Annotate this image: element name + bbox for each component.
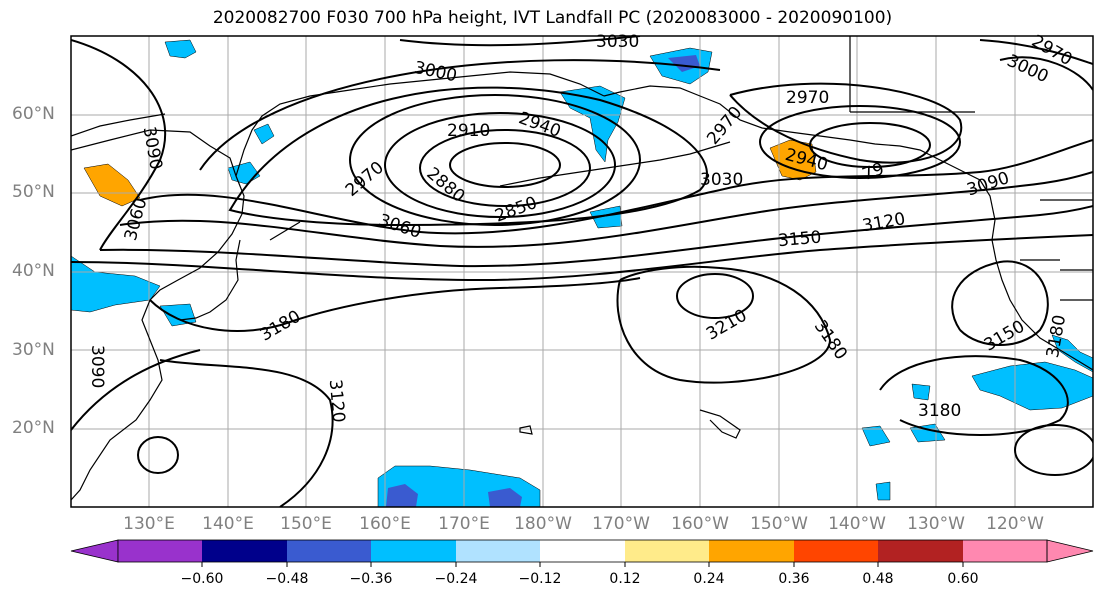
contour-label: 2970 — [703, 103, 746, 149]
ivt-shading — [71, 39, 1093, 507]
colorbar-tick: 0.12 — [609, 571, 641, 587]
colorbar-tick: −0.48 — [265, 571, 309, 587]
colorbar-tick: −0.36 — [349, 571, 393, 587]
colorbar-bin — [118, 540, 202, 562]
graticule — [71, 36, 1093, 507]
contour-label: 3180 — [257, 307, 304, 346]
colorbar-tick: 0.48 — [862, 571, 894, 587]
lon-label: 120°W — [986, 514, 1044, 534]
lon-label: 180°W — [514, 514, 572, 534]
colorbar-tick: 0.60 — [947, 571, 979, 587]
contour-label: 2970 — [786, 88, 829, 108]
colorbar-bin — [371, 540, 456, 562]
map-frame — [70, 35, 1094, 508]
contour-label: 3120 — [861, 209, 907, 236]
contour-label: 3090 — [87, 345, 107, 388]
lat-label: 30°N — [12, 340, 55, 360]
lat-label: 20°N — [12, 418, 55, 438]
colorbar-extend-min — [70, 539, 119, 563]
colorbar-extend-max — [1046, 539, 1094, 563]
lat-label: 60°N — [12, 104, 55, 124]
colorbar-tick: −0.60 — [180, 571, 224, 587]
contour-label: 3030 — [596, 32, 639, 52]
colorbar-bin — [202, 540, 287, 562]
colorbar-bin — [794, 540, 878, 562]
colorbar-bin — [456, 540, 540, 562]
lon-label: 150°W — [750, 514, 808, 534]
colorbar-tick: −0.12 — [518, 571, 562, 587]
colorbar-bin — [963, 540, 1047, 562]
contour-label: 3180 — [810, 317, 851, 364]
map-title: 2020082700 F030 700 hPa height, IVT Land… — [212, 8, 893, 28]
lon-label: 160°E — [359, 514, 411, 534]
contour-label: 3180 — [918, 401, 961, 421]
contour-label: 3150 — [777, 228, 822, 252]
lon-label: 150°E — [280, 514, 332, 534]
contour-label: 3120 — [325, 379, 349, 424]
colorbar-outline — [117, 539, 1048, 563]
colorbar-tick: 0.36 — [778, 571, 810, 587]
height-contours — [71, 36, 1093, 507]
contour-label: 3030 — [700, 170, 743, 190]
contour-label: 2970 — [342, 158, 388, 201]
colorbar-bin — [287, 540, 371, 562]
contour-label: 2940 — [516, 108, 563, 142]
lat-label: 40°N — [12, 261, 55, 281]
colorbar-bin — [625, 540, 709, 562]
colorbar-tick: −0.24 — [434, 571, 478, 587]
colorbar — [70, 539, 1094, 567]
lon-label: 160°W — [671, 514, 729, 534]
lon-label: 140°W — [828, 514, 886, 534]
lat-label: 50°N — [12, 182, 55, 202]
colorbar-bin — [540, 540, 625, 562]
colorbar-bin — [709, 540, 794, 562]
contour-label: 3000 — [412, 58, 458, 87]
lon-label: 170°E — [438, 514, 490, 534]
colorbar-tick: 0.24 — [693, 571, 725, 587]
contour-label: 3090 — [139, 125, 166, 171]
lon-label: 140°E — [202, 514, 254, 534]
lon-label: 170°W — [592, 514, 650, 534]
lon-label: 130°E — [123, 514, 175, 534]
contour-label: 2910 — [447, 121, 490, 141]
colorbar-bin — [878, 540, 963, 562]
lon-label: 130°W — [907, 514, 965, 534]
contour-label: 3210 — [703, 306, 750, 345]
